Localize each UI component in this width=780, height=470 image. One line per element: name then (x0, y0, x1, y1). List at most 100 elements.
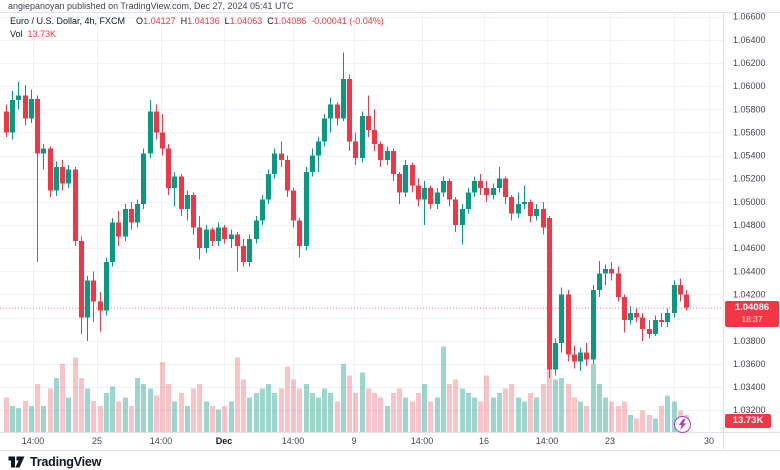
volume-badge: 13.73K (725, 414, 771, 428)
candle-body (310, 155, 315, 172)
volume-bar (66, 397, 71, 433)
candle-body (216, 227, 221, 242)
volume-bar (634, 418, 639, 433)
time-axis-label: 16 (479, 436, 489, 446)
candle-body (279, 153, 284, 161)
candle-body (322, 118, 327, 142)
time-axis-label: 14:00 (282, 436, 305, 446)
volume-bar (154, 395, 159, 433)
candle-body (559, 294, 564, 344)
volume-bar (378, 397, 383, 433)
low-value: 1.04063 (229, 16, 263, 26)
candle-body (684, 294, 689, 308)
candle-body (516, 204, 521, 214)
candle-body (528, 201, 533, 216)
candle-body (179, 176, 184, 209)
price-axis-label: 1.06200 (733, 58, 766, 68)
candle-body (154, 111, 159, 133)
volume-bar (435, 397, 440, 433)
time-axis-label: 25 (92, 436, 102, 446)
tradingview-logo-icon[interactable] (8, 455, 25, 469)
candle-body (185, 194, 190, 209)
candle-body (85, 280, 90, 318)
candle-body (166, 148, 171, 188)
volume-bar (522, 401, 527, 433)
candle-body (197, 227, 202, 249)
symbol-title[interactable]: Euro / U.S. Dollar, 4h, FXCM (10, 16, 126, 26)
volume-bar (628, 414, 633, 433)
candle-body (678, 285, 683, 295)
candle-body (484, 187, 489, 195)
candle-body (584, 352, 589, 360)
open-label: O (136, 16, 144, 26)
volume-bar (141, 384, 146, 433)
volume-layer (4, 346, 689, 433)
volume-bar (491, 397, 496, 433)
current-price-badge: 1.04086 18:37 (725, 301, 779, 327)
candle-body (616, 273, 621, 297)
grid-layer (0, 13, 723, 433)
candle-body (35, 98, 40, 154)
volume-bar (185, 406, 190, 433)
time-axis-label: 14:00 (536, 436, 559, 446)
candle-body (360, 116, 365, 158)
candle-body (66, 169, 71, 184)
time-axis-label: 9 (351, 436, 356, 446)
volume-bar (98, 406, 103, 433)
price-axis-label: 1.03200 (733, 405, 766, 415)
open-value: 1.04127 (143, 16, 176, 26)
current-price-value: 1.04086 (734, 302, 770, 313)
candle-body (104, 262, 109, 311)
volume-bar (241, 379, 246, 433)
volume-bar (547, 366, 552, 433)
volume-bar (410, 401, 415, 433)
volume-bar (279, 388, 284, 433)
volume-bar (653, 418, 658, 433)
candle-body (353, 141, 358, 158)
candle-body (266, 174, 271, 200)
candle-body (341, 79, 346, 119)
candle-body (497, 178, 502, 188)
candle-body (397, 174, 402, 193)
volume-bar (135, 377, 140, 433)
candle-body (229, 234, 234, 239)
volume-bar (497, 392, 502, 433)
volume-bar (640, 410, 645, 433)
price-axis-labels: 1.06600 1.06400 1.06200 1.06000 1.05800 1.056… (733, 12, 766, 416)
time-axis-label: 14:00 (150, 436, 173, 446)
price-axis-label: 1.06000 (733, 81, 766, 91)
candle-body (123, 208, 128, 237)
candle-body (285, 160, 290, 191)
volume-bar (216, 409, 221, 433)
candle-body (235, 234, 240, 246)
volume-bar (254, 392, 259, 433)
candle-body (578, 352, 583, 362)
volume-bar (503, 388, 508, 433)
candle-body (609, 269, 614, 274)
volume-bar (472, 397, 477, 433)
candle-body (91, 280, 96, 302)
lightning-button[interactable] (674, 416, 691, 433)
chart-legend: Euro / U.S. Dollar, 4h, FXCM O1.04127 H1.0… (10, 15, 384, 41)
candles-layer (4, 52, 689, 378)
candle-body (591, 289, 596, 360)
volume-bar (672, 401, 677, 433)
price-axis-label: 1.05600 (733, 127, 766, 137)
volume-bar (41, 406, 46, 433)
price-axis-label: 1.04200 (733, 289, 766, 299)
candle-body (297, 220, 302, 246)
tradingview-brand-text[interactable]: TradingView (30, 455, 102, 469)
volume-bar (10, 406, 15, 433)
price-axis-label: 1.05400 (733, 151, 766, 161)
candle-body (403, 164, 408, 193)
volume-bar (622, 401, 627, 433)
pane-borders (0, 12, 780, 451)
candle-body (304, 171, 309, 246)
high-value: 1.04136 (187, 16, 220, 26)
time-axis-label: 30 (704, 436, 714, 446)
volume-bar (179, 392, 184, 433)
volume-bar (553, 379, 558, 433)
volume-bar (372, 392, 377, 433)
volume-bar (441, 346, 446, 433)
